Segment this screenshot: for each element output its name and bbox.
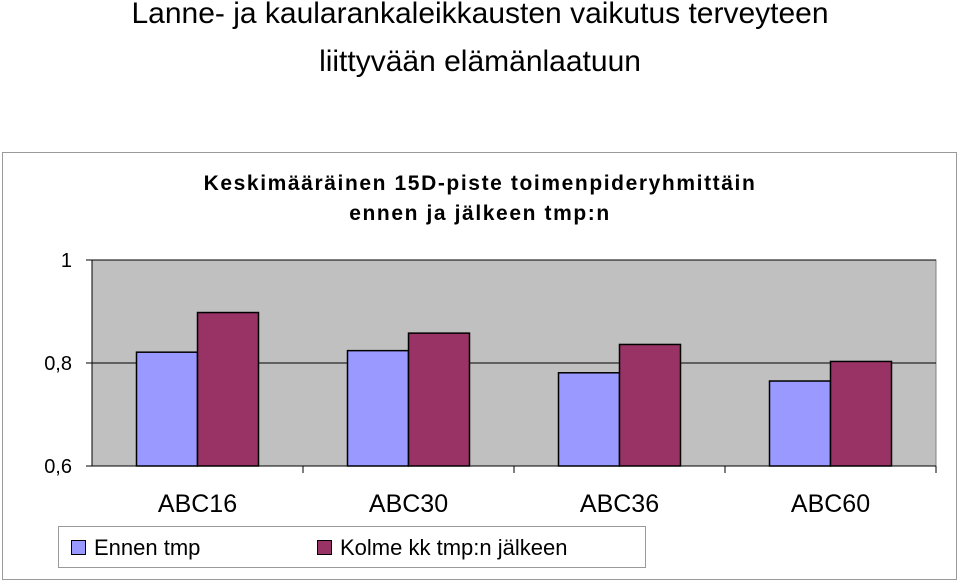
legend-swatch-ennen — [71, 539, 86, 555]
slide-title-line-2: liittyvään elämänlaatuun — [319, 45, 641, 78]
chart-title-line-1: Keskimääräinen 15D-piste toimenpideryhmi… — [203, 172, 757, 195]
x-tick-label: ABC60 — [791, 490, 870, 518]
bar-abc60-series-0 — [768, 380, 832, 467]
bar-abc16-series-1 — [196, 311, 260, 467]
bar-abc36-series-0 — [557, 372, 621, 467]
legend-label-ennen: Ennen tmp — [94, 535, 201, 560]
x-tick-label: ABC36 — [580, 490, 659, 518]
legend: Ennen tmp Kolme kk tmp:n jälkeen — [58, 526, 646, 568]
bar-abc36-series-1 — [618, 343, 682, 467]
bar-abc60-series-1 — [829, 360, 893, 467]
bar-abc30-series-0 — [346, 349, 410, 467]
bar-abc30-series-1 — [407, 332, 471, 467]
chart-title-line-2: ennen ja jälkeen tmp:n — [349, 202, 611, 225]
slide-title-line-1: Lanne- ja kaularankaleikkausten vaikutus… — [131, 0, 829, 30]
legend-item-ennen: Ennen tmp — [71, 535, 200, 561]
legend-label-kolme-kk: Kolme kk tmp:n jälkeen — [340, 535, 568, 560]
y-tick-label: 0,8 — [44, 353, 72, 375]
legend-item-kolme-kk: Kolme kk tmp:n jälkeen — [317, 535, 567, 561]
y-tick-label: 1 — [61, 250, 72, 272]
x-tick-label: ABC16 — [158, 490, 237, 518]
x-tick-label: ABC30 — [369, 490, 448, 518]
bar-abc16-series-0 — [135, 351, 199, 467]
y-tick-label: 0,6 — [44, 456, 72, 478]
legend-swatch-kolme-kk — [317, 539, 332, 555]
